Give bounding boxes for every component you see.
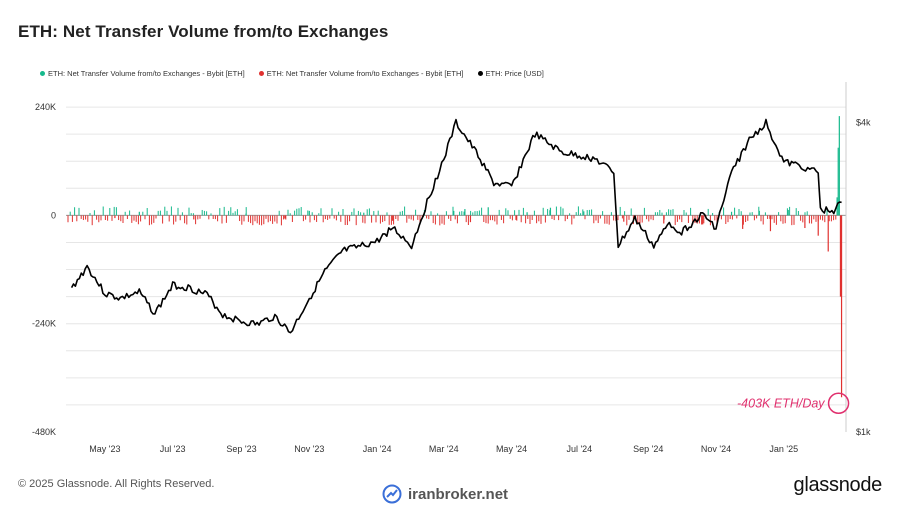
x-tick-label: Sep '23 <box>226 444 256 454</box>
y-left-tick-label: -480K <box>32 427 56 437</box>
legend-dot-black <box>477 71 483 76</box>
x-tick-label: Jul '23 <box>160 444 186 454</box>
x-tick-label: Sep '24 <box>633 444 663 454</box>
chart-canvas: 240K 0 -240K -480K $4k $1k May '23 Jul '23 Sep '… <box>32 82 871 454</box>
x-tick-label: May '23 <box>89 444 120 454</box>
legend-label-price: ETH: Price [USD] <box>485 69 544 78</box>
legend-item-price[interactable]: ETH: Price [USD] <box>477 69 544 78</box>
price-line <box>70 118 842 334</box>
watermark: iranbroker.net <box>382 484 508 504</box>
x-tick-label: Mar '24 <box>429 444 459 454</box>
y-left-tick-label: 0 <box>51 210 56 220</box>
chart-title: ETH: Net Transfer Volume from/to Exchang… <box>18 22 389 41</box>
x-tick-label: Nov '24 <box>701 444 731 454</box>
legend-item-outflow[interactable]: ETH: Net Transfer Volume from/to Exchang… <box>258 69 464 78</box>
glassnode-logo: glassnode <box>793 474 883 496</box>
legend-label-inflow: ETH: Net Transfer Volume from/to Exchang… <box>48 69 245 78</box>
x-tick-label: Jan '24 <box>363 444 392 454</box>
x-tick-label: Jul '24 <box>566 444 592 454</box>
copyright-text: © 2025 Glassnode. All Rights Reserved. <box>18 478 215 490</box>
watermark-text: iranbroker.net <box>408 485 509 503</box>
y-right-tick-label: $4k <box>856 118 871 128</box>
y-right-tick-label: $1k <box>856 427 871 437</box>
legend-dot-red <box>258 71 264 76</box>
legend-label-outflow: ETH: Net Transfer Volume from/to Exchang… <box>266 69 464 78</box>
trend-up-icon <box>382 484 402 504</box>
legend-dot-green <box>40 71 45 76</box>
y-left-tick-label: -240K <box>32 319 56 329</box>
x-tick-label: May '24 <box>496 444 527 454</box>
x-tick-label: Nov '23 <box>294 444 324 454</box>
annotation-label: -403K ETH/Day <box>737 396 825 410</box>
y-left-tick-label: 240K <box>35 102 56 112</box>
x-tick-label: Jan '25 <box>769 444 798 454</box>
legend-item-inflow[interactable]: ETH: Net Transfer Volume from/to Exchang… <box>40 69 245 78</box>
legend: ETH: Net Transfer Volume from/to Exchang… <box>40 69 544 78</box>
annotation-circle <box>827 392 850 415</box>
